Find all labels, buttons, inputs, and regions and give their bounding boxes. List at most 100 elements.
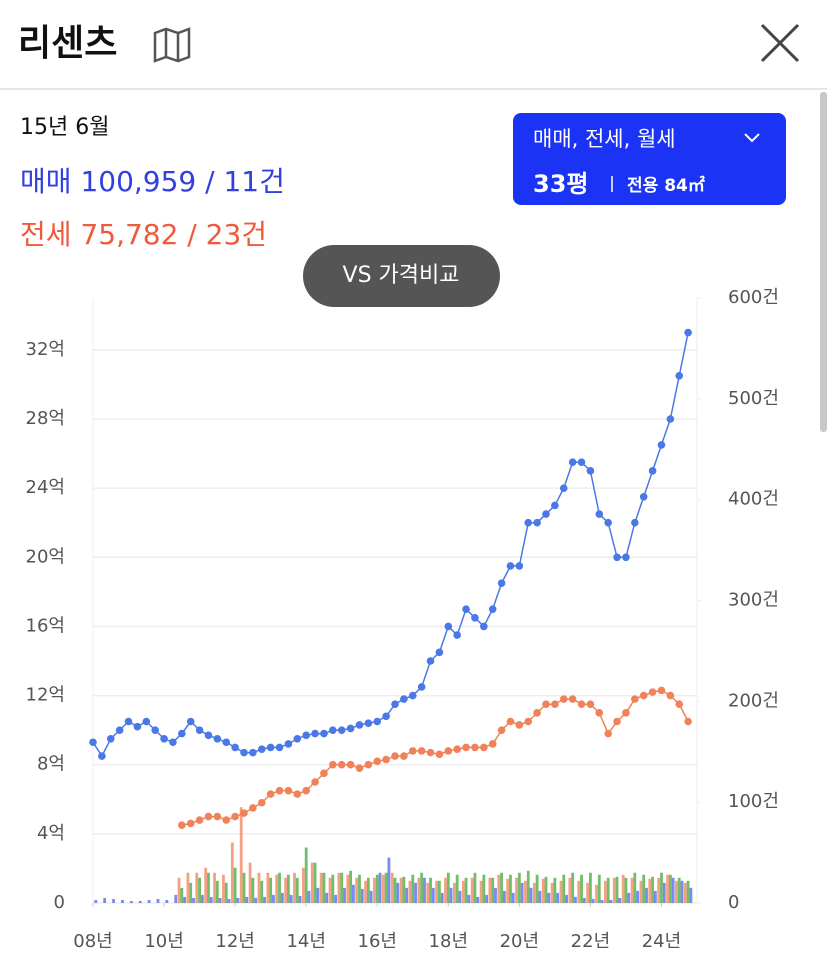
volume-bar <box>289 894 293 903</box>
filter-button[interactable]: 매매, 전세, 월세 33평 전용 84㎡ <box>513 113 786 205</box>
volume-bar <box>488 877 492 903</box>
volume-bar <box>165 899 169 903</box>
volume-bar <box>470 877 474 903</box>
price-point <box>559 484 568 492</box>
y2-tick-label: 300건 <box>728 590 779 611</box>
price-point <box>471 613 479 622</box>
volume-bar <box>360 888 364 903</box>
date: 15년 6월 <box>20 115 109 140</box>
volume-bar <box>630 877 634 903</box>
y-tick-label: 28억 <box>26 408 65 429</box>
price-point <box>293 734 302 743</box>
volume-bar <box>387 857 391 903</box>
volume-bar <box>420 872 424 903</box>
volume-bar <box>257 872 261 903</box>
volume-bar <box>440 892 444 903</box>
volume-bar <box>414 882 417 903</box>
price-point <box>631 518 639 527</box>
price-point <box>275 743 284 752</box>
volume-bar <box>278 872 281 903</box>
price-point <box>577 458 586 467</box>
price-point <box>568 695 577 703</box>
x-tick-label: 12년 <box>215 931 254 952</box>
price-point <box>524 717 533 726</box>
price-point <box>657 686 666 695</box>
title: 리센츠 <box>18 23 117 64</box>
compare-button[interactable]: VS 가격비교 <box>303 245 500 307</box>
volume-bar <box>458 890 462 903</box>
volume-bar <box>438 880 441 903</box>
volume-bar <box>174 894 178 903</box>
volume-bar <box>200 894 204 903</box>
price-point <box>240 809 248 817</box>
volume-bar <box>586 882 590 903</box>
x-tick-label: 08년 <box>73 931 112 952</box>
volume-bar <box>559 880 563 903</box>
price-point <box>364 760 373 769</box>
x-tick-label: 18년 <box>429 931 468 952</box>
volume-bar <box>287 874 290 903</box>
price-point <box>89 738 97 747</box>
volume-bar <box>399 877 403 903</box>
volume-bar <box>657 877 661 903</box>
price-point <box>639 691 648 700</box>
volume-bar <box>215 880 219 903</box>
price-point <box>346 760 355 769</box>
price-point <box>320 729 328 738</box>
volume-bar <box>423 877 426 903</box>
price-point <box>222 816 231 824</box>
scrollbar[interactable] <box>820 92 827 432</box>
price-point <box>568 458 577 467</box>
filter-size: 33평 <box>533 170 588 198</box>
volume-bar <box>639 880 643 903</box>
volume-bar <box>461 880 465 903</box>
price-point <box>462 605 470 613</box>
volume-bar <box>589 872 592 903</box>
price-point <box>586 467 595 475</box>
volume-bar <box>337 872 341 903</box>
volume-bar <box>538 890 542 903</box>
volume-bar <box>577 880 581 903</box>
volume-bar <box>562 874 566 903</box>
volume-bar <box>435 880 439 903</box>
volume-bar <box>532 882 536 903</box>
volume-bar <box>180 887 184 903</box>
volume-bar <box>544 876 548 903</box>
volume-bar <box>568 877 572 903</box>
y-tick-label: 24억 <box>26 477 65 498</box>
volume-bar <box>405 887 409 903</box>
volume-bar <box>396 882 400 903</box>
price-point <box>355 764 364 772</box>
y2-tick-label: 100건 <box>728 791 779 812</box>
price-point <box>559 695 568 703</box>
volume-bar <box>653 890 657 903</box>
price-point <box>417 683 426 691</box>
volume-bar <box>553 877 557 903</box>
map-icon[interactable] <box>153 27 191 63</box>
volume-bar <box>571 872 575 903</box>
price-point <box>488 605 497 613</box>
volume-bar <box>609 899 613 903</box>
price-point <box>382 755 390 764</box>
price-point <box>435 750 444 759</box>
price-point <box>426 657 435 665</box>
price-point <box>364 719 373 728</box>
x-tick-label: 14년 <box>286 931 325 952</box>
price-point <box>613 553 621 562</box>
price-point <box>533 518 541 527</box>
y2-tick-label: 500건 <box>728 388 779 409</box>
volume-bar <box>245 896 249 903</box>
price-point <box>266 743 275 752</box>
volume-bar <box>230 842 234 903</box>
y2-tick-label: 400건 <box>728 489 779 510</box>
volume-bar <box>204 867 208 903</box>
volume-bar <box>645 887 648 903</box>
volume-bar <box>183 896 187 903</box>
volume-bar <box>236 897 240 903</box>
x-tick-label: 24년 <box>642 931 681 952</box>
price-point <box>178 821 186 830</box>
price-point <box>471 743 479 752</box>
close-button[interactable] <box>760 23 800 63</box>
y2-tick-label: 600건 <box>728 287 779 308</box>
volume-bar <box>689 887 693 903</box>
